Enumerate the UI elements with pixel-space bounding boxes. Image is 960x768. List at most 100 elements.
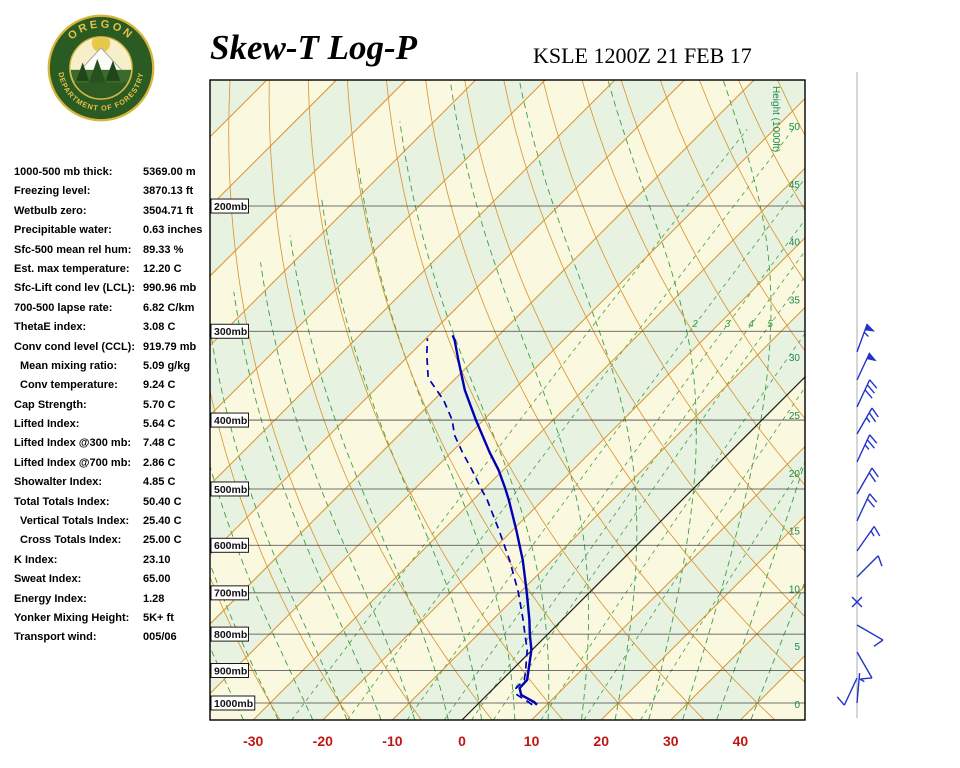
index-row: Transport wind: 005/06: [14, 628, 219, 647]
plot-border: [209, 79, 806, 721]
index-value: 65.00: [143, 573, 171, 586]
temp-axis-label: 20: [593, 733, 609, 749]
mixing-ratio-line: [406, 177, 805, 720]
dry-adiabat: [228, 80, 422, 720]
index-value: 5K+ ft: [143, 611, 174, 624]
mixing-ratio-line: [291, 129, 748, 720]
isotherm: [252, 167, 805, 720]
index-row: Conv cond level (CCL): 919.79 mb: [14, 338, 219, 357]
pressure-label: 900mb: [214, 665, 247, 677]
index-value: 6.82 C/km: [143, 301, 195, 314]
index-row: ThetaE index: 3.08 C: [14, 318, 219, 337]
index-value: 2.86 C: [143, 456, 176, 469]
index-label: Freezing level:: [14, 185, 91, 198]
index-value: 25.00 C: [143, 534, 182, 547]
wind-barb: [856, 673, 865, 704]
wind-barb: [856, 467, 879, 495]
moist-adiabat: [399, 121, 550, 720]
dry-adiabat: [503, 80, 805, 618]
index-label: Cap Strength:: [14, 398, 87, 411]
index-value: 50.40 C: [143, 495, 182, 508]
dry-adiabat: [425, 80, 776, 720]
odf-logo-graphic: OREGON DEPARTMENT OF FORESTRY: [47, 14, 155, 122]
index-label: Showalter Index:: [14, 476, 103, 489]
index-row: Sfc-500 mean rel hum: 89.33 %: [14, 241, 219, 260]
index-label: Lifted Index @300 mb:: [14, 437, 132, 450]
wind-barb: [856, 407, 879, 435]
wind-barb: [856, 352, 877, 381]
index-value: 3.08 C: [143, 321, 176, 334]
index-row: Mean mixing ratio: 5.09 g/kg: [14, 357, 219, 376]
isotherm: [531, 445, 805, 720]
index-row: Lifted Index @300 mb: 7.48 C: [14, 434, 219, 453]
index-row: Cap Strength: 5.70 C: [14, 396, 219, 415]
index-value: 5.70 C: [143, 398, 176, 411]
index-row: Est. max temperature: 12.20 C: [14, 260, 219, 279]
pressure-label: 300mb: [214, 326, 247, 338]
logo-tree-icon: [76, 62, 90, 81]
height-tick-label: 5: [794, 642, 800, 653]
isotherm: [210, 80, 685, 556]
isotherm-band: [210, 98, 805, 720]
wind-barb: [856, 434, 878, 463]
index-value: 3504.71 ft: [143, 204, 194, 217]
pressure-label: 800mb: [214, 629, 247, 641]
pressure-label: 400mb: [214, 415, 247, 427]
isotherm: [322, 237, 805, 720]
index-label: Vertical Totals Index:: [20, 515, 130, 528]
pressure-label-box: [210, 537, 249, 553]
index-label: Conv cond level (CCL):: [14, 340, 136, 353]
pressure-label: 500mb: [214, 484, 247, 496]
mixing-ratio-line: [583, 386, 805, 720]
height-tick-label: 20: [789, 469, 801, 480]
index-row: Vertical Totals Index: 25.40 C: [14, 512, 219, 531]
logo-tree-icon: [89, 58, 106, 83]
isotherm: [392, 306, 805, 720]
index-row: Freezing level: 3870.13 ft: [14, 182, 219, 201]
temperature-trace: [451, 334, 538, 706]
moist-adiabat: [210, 464, 314, 720]
dry-adiabat: [659, 80, 805, 352]
index-value: 990.96 mb: [143, 282, 197, 295]
station-info: KSLE 1200Z 21 FEB 17: [533, 43, 752, 68]
wind-barb: [856, 555, 883, 578]
index-label: Total Totals Index:: [14, 495, 110, 508]
index-value: 1.28: [143, 592, 165, 605]
temp-axis-label: 10: [524, 733, 540, 749]
temp-axis-label: -30: [243, 733, 263, 749]
index-label: Energy Index:: [14, 592, 87, 605]
temp-axis-label: 30: [663, 733, 679, 749]
index-label: K Index:: [14, 553, 58, 566]
zero-isotherm: [461, 376, 805, 720]
index-value: 9.24 C: [143, 379, 176, 392]
height-tick-label: 35: [789, 295, 801, 306]
wind-barb: [851, 596, 863, 608]
index-label: Cross Totals Index:: [20, 534, 122, 547]
index-row: Wetbulb zero: 3504.71 ft: [14, 202, 219, 221]
pressure-label: 700mb: [214, 588, 247, 600]
dewpoint-trace: [425, 338, 533, 706]
pressure-label-box: [210, 585, 249, 601]
height-tick-label: 50: [789, 122, 801, 133]
mixing-ratio-line: [471, 250, 805, 720]
index-label: 700-500 lapse rate:: [14, 301, 113, 314]
index-row: Yonker Mixing Height: 5K+ ft: [14, 609, 219, 628]
temp-axis-label: -10: [382, 733, 402, 749]
moist-adiabat: [260, 262, 416, 720]
index-row: Total Totals Index: 50.40 C: [14, 493, 219, 512]
mixing-ratio-line: [493, 275, 805, 720]
dry-adiabat: [307, 80, 564, 720]
moist-adiabat: [750, 580, 805, 720]
moist-adiabat: [518, 80, 638, 720]
page-title: Skew-T Log-P: [210, 28, 418, 67]
dry-adiabat: [346, 80, 634, 720]
isotherm: [210, 80, 407, 277]
isotherm: [600, 515, 805, 720]
pressure-label: 600mb: [214, 540, 247, 552]
index-label: Precipitable water:: [14, 224, 112, 237]
temp-axis-label: -20: [313, 733, 333, 749]
dry-adiabat: [620, 80, 805, 420]
index-label: Lifted Index @700 mb:: [14, 456, 132, 469]
index-value: 25.40 C: [143, 515, 182, 528]
